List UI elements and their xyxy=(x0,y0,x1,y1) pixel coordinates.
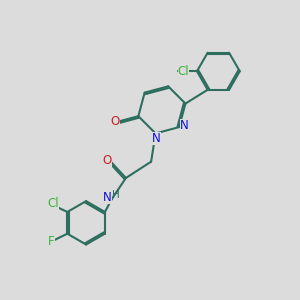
Text: N: N xyxy=(103,191,112,204)
Text: O: O xyxy=(111,116,120,128)
Text: N: N xyxy=(152,132,161,145)
Text: F: F xyxy=(48,235,55,248)
Text: N: N xyxy=(180,119,189,132)
Text: Cl: Cl xyxy=(47,196,59,210)
Text: Cl: Cl xyxy=(178,65,189,78)
Text: H: H xyxy=(112,190,120,200)
Text: O: O xyxy=(102,154,112,167)
